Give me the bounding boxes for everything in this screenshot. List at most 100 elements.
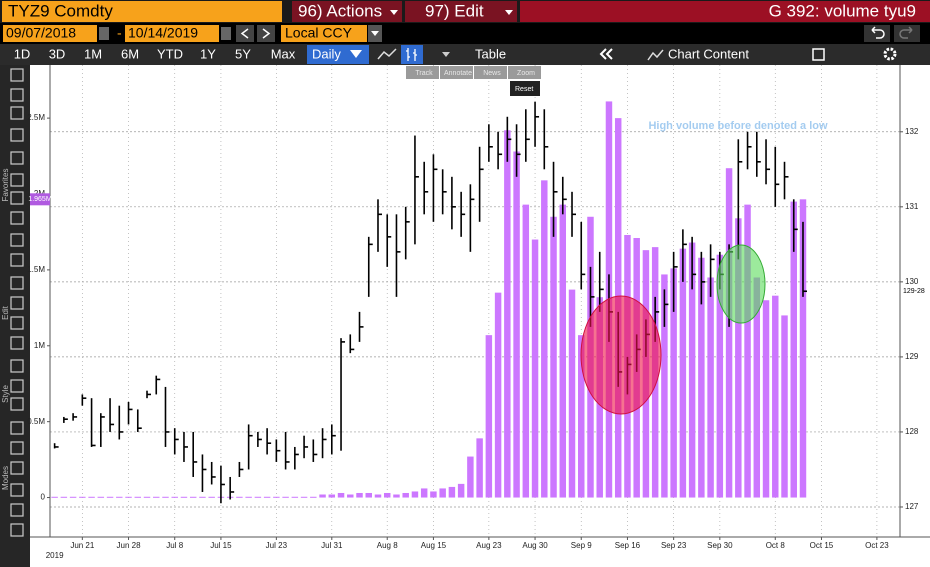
volume-bar [236, 496, 243, 498]
volume-bar [504, 130, 511, 498]
sidebar-section: Modes [1, 466, 10, 490]
sidebar-tool[interactable] [10, 151, 24, 165]
x-tick-label: Jun 21 [70, 541, 95, 550]
volume-bar [707, 277, 714, 498]
security: TYZ9 Comdty [8, 1, 113, 20]
function-title: G 392: volume tyu9 [769, 1, 916, 20]
sidebar-tool[interactable] [10, 316, 24, 330]
volume-bar [116, 496, 123, 498]
sidebar-tool[interactable] [10, 296, 24, 310]
end-date: 10/14/2019 [128, 25, 198, 41]
sidebar-tool[interactable] [10, 397, 24, 411]
dropdown-arrow[interactable] [442, 52, 450, 57]
volume-bar [328, 494, 336, 498]
volume-bar [716, 254, 724, 498]
period-button[interactable]: 1D [14, 46, 31, 61]
volume-bar [374, 494, 382, 498]
next-icon [262, 28, 271, 39]
chart-content-button[interactable]: Chart Content [668, 46, 749, 61]
sidebar-tool[interactable] [10, 359, 24, 373]
period-button[interactable]: 1M [84, 46, 102, 61]
sidebar-tool[interactable] [10, 336, 24, 350]
volume-bar [762, 300, 770, 498]
right-axis-area [900, 65, 930, 567]
y2-tick-label: 130 [905, 277, 919, 286]
edit-label: 97) Edit [425, 1, 484, 20]
period-button[interactable]: 5Y [235, 46, 251, 61]
currency: Local CCY [285, 25, 353, 41]
sidebar-tool[interactable] [10, 483, 24, 497]
sidebar-tool[interactable] [10, 233, 24, 247]
y-tick-label: 0 [41, 493, 46, 502]
sidebar-tool[interactable] [10, 253, 24, 267]
period-button[interactable]: 6M [121, 46, 139, 61]
volume-bar [106, 496, 114, 498]
volume-bar [365, 492, 372, 498]
period-button[interactable]: 3D [49, 46, 66, 61]
calendar-icon[interactable] [99, 27, 109, 40]
sidebar-tool[interactable] [10, 191, 24, 205]
x-tick-label: Aug 23 [476, 541, 502, 550]
currency-box[interactable] [281, 25, 367, 42]
end-date-box[interactable] [125, 25, 219, 42]
tool-button[interactable] [406, 66, 439, 79]
sidebar-tool[interactable] [10, 88, 24, 102]
x-tick-label: Aug 30 [522, 541, 548, 550]
tool-label: Annotate [444, 70, 472, 77]
sidebar-tool[interactable] [10, 461, 24, 475]
redo-button[interactable] [894, 25, 920, 42]
next-button[interactable] [257, 25, 275, 42]
period-button[interactable]: 1Y [200, 46, 216, 61]
frequency: Daily [312, 46, 341, 61]
line-chart-icon[interactable] [377, 48, 397, 60]
y-tick-label: 1M [34, 341, 45, 350]
sidebar-tool[interactable] [10, 173, 24, 187]
volume-bar [485, 335, 493, 498]
tool-button[interactable] [474, 66, 507, 79]
start-date-box[interactable] [3, 25, 97, 42]
sidebar-tool[interactable] [10, 128, 24, 142]
x-tick-label: Sep 9 [571, 541, 592, 550]
actions-menu[interactable] [292, 1, 402, 22]
sidebar-section: Style [1, 385, 10, 403]
sidebar-icons: Favorites Edit Style Modes [1, 68, 24, 537]
undo-button[interactable] [864, 25, 890, 42]
prev-button[interactable] [236, 25, 254, 42]
sidebar-tool[interactable] [10, 68, 24, 82]
tool-button[interactable] [440, 66, 473, 79]
sidebar-tool[interactable] [10, 276, 24, 290]
bar-chart-button[interactable] [401, 45, 423, 64]
settings-icon[interactable] [883, 47, 897, 61]
sidebar-tool[interactable] [10, 106, 24, 120]
volume-bar [153, 496, 160, 498]
volume-bar [688, 242, 696, 498]
reset-button[interactable] [510, 81, 540, 96]
sidebar-tool[interactable] [10, 523, 24, 537]
period-button[interactable]: YTD [157, 46, 183, 61]
sidebar-tool[interactable] [10, 441, 24, 455]
period-button[interactable]: Max [271, 46, 296, 61]
tool-button[interactable] [508, 66, 541, 79]
sidebar-tool[interactable] [10, 379, 24, 393]
volume-bar [550, 216, 557, 498]
frequency-button[interactable] [307, 45, 369, 64]
sidebar-tool[interactable] [10, 503, 24, 517]
sidebar-tool[interactable] [10, 421, 24, 435]
x-tick-label: Aug 8 [377, 541, 398, 550]
dropdown-arrow [505, 10, 513, 15]
volume-bar [199, 496, 206, 498]
sidebar-tool[interactable] [10, 211, 24, 225]
volume-bar [162, 496, 169, 498]
security-box[interactable] [2, 1, 282, 22]
table-button[interactable]: Table [475, 46, 506, 61]
dropdown-arrow [390, 10, 398, 15]
tool-label: Track [415, 70, 433, 77]
start-date: 09/07/2018 [6, 25, 76, 41]
calendar-icon[interactable] [221, 27, 231, 40]
edit-icon[interactable] [812, 48, 825, 61]
volume-bar [319, 494, 326, 498]
collapse-icon[interactable] [599, 48, 613, 60]
dropdown-arrow [371, 31, 379, 36]
edit-menu[interactable] [405, 1, 517, 22]
volume-bar [531, 239, 539, 498]
